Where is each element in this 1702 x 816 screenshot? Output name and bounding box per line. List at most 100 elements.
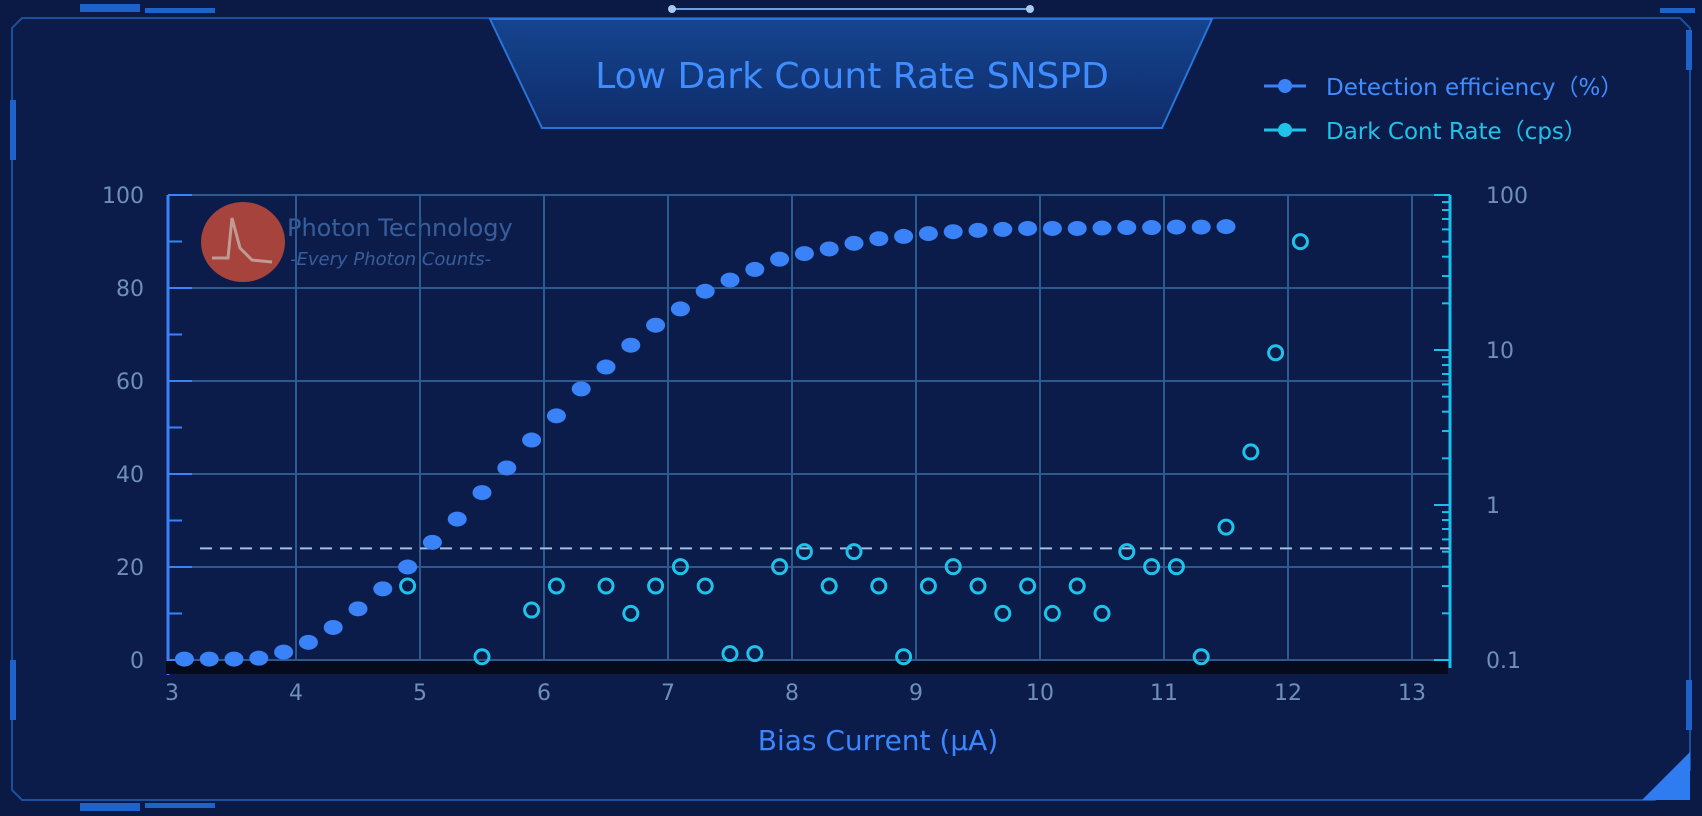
dark-count-point [696,577,714,595]
dark-count-point [473,648,491,666]
series-detection-efficiency [174,219,1236,667]
top-bar-dot-right [1026,5,1034,13]
legend-item-efficiency[interactable]: Detection efficiency（%） [1264,75,1623,101]
dark-count-point [969,577,987,595]
legend: Detection efficiency（%） Dark Cont Rate（c… [1264,75,1623,145]
legend-item-dark-count[interactable]: Dark Cont Rate（cps） [1264,119,1587,145]
x-axis-bar [166,661,1448,674]
efficiency-point [348,601,368,617]
dark-count-point [721,645,739,663]
dark-count-point [795,543,813,561]
dark-count-point [994,604,1012,622]
efficiency-point [894,228,914,244]
dark-count-point [1217,518,1235,536]
y-tick-label: 80 [116,277,144,302]
efficiency-point [1018,220,1038,236]
efficiency-point [670,301,690,317]
x-tick-label: 6 [537,681,551,706]
efficiency-point [546,408,566,424]
dark-count-point [1043,604,1061,622]
dark-count-point [771,558,789,576]
efficiency-point [422,534,442,550]
efficiency-point [1092,220,1112,236]
frame-accent-bottom-left [80,803,140,811]
dark-count-point [1242,443,1260,461]
efficiency-point [174,651,194,667]
legend-label-dark-count: Dark Cont Rate（cps） [1326,119,1587,145]
x-tick-label: 7 [661,681,675,706]
dark-count-point [1143,558,1161,576]
y-tick-label: 60 [116,370,144,395]
efficiency-point [274,644,294,660]
efficiency-point [720,272,740,288]
dark-count-point [1093,604,1111,622]
efficiency-point [447,511,467,527]
x-axis-label: Bias Current (μA) [758,724,999,757]
efficiency-point [621,337,641,353]
frame-accent-bottom-left-2 [145,803,215,808]
efficiency-point [1042,220,1062,236]
efficiency-point [224,651,244,667]
efficiency-point [770,251,790,267]
watermark-logo-pulse-icon [212,217,273,264]
efficiency-point [794,246,814,262]
dark-count-point [547,577,565,595]
efficiency-point [1216,219,1236,235]
efficiency-point [472,485,492,501]
x-tick-label: 11 [1150,681,1178,706]
x-tick-label: 9 [909,681,923,706]
dark-count-point [919,577,937,595]
efficiency-point [1117,220,1137,236]
efficiency-point [844,235,864,251]
y2-tick-label: 0.1 [1486,649,1521,674]
y-tick-label: 20 [116,556,144,581]
dark-count-point [622,604,640,622]
watermark-name: Photon Technology [287,214,513,242]
y-tick-label: 100 [102,184,144,209]
dark-count-point [746,645,764,663]
x-tick-label: 4 [289,681,303,706]
watermark-logo [201,202,285,282]
y2-tick-label: 100 [1486,184,1528,209]
efficiency-point [522,432,542,448]
efficiency-point [571,381,591,397]
dark-count-point [1019,577,1037,595]
legend-marker-efficiency [1278,79,1292,93]
efficiency-point [869,231,889,247]
dark-count-point [895,648,913,666]
dark-count-point [1267,344,1285,362]
frame-accent-top-left-2 [145,8,215,13]
frame-accent-top-right [1660,8,1695,13]
dark-count-point [1068,577,1086,595]
dark-count-point [671,558,689,576]
legend-marker-dark-count [1278,123,1292,137]
frame-corner-triangle [1642,752,1690,800]
chart-title: Low Dark Count Rate SNSPD [595,56,1109,97]
x-tick-label: 3 [165,681,179,706]
efficiency-point [497,460,517,476]
title-banner [488,18,1214,129]
efficiency-point [298,634,318,650]
x-tick-label: 8 [785,681,799,706]
frame-accent-left-top [10,100,16,160]
efficiency-point [249,650,269,666]
dark-count-point [647,577,665,595]
dark-count-point [845,543,863,561]
frame-accent-top-left [80,4,140,12]
efficiency-point [695,283,715,299]
x-tick-label: 13 [1398,681,1426,706]
y2-tick-label: 1 [1486,494,1500,519]
efficiency-point [596,359,616,375]
efficiency-point [646,317,666,333]
efficiency-point [1166,219,1186,235]
efficiency-point [373,581,393,597]
top-bar-dot-left [668,5,676,13]
dark-count-point [1167,558,1185,576]
dark-count-point [523,601,541,619]
efficiency-point [968,222,988,238]
y-tick-label: 40 [116,463,144,488]
watermark: Photon Technology -Every Photon Counts- [201,202,513,282]
frame-accent-right-top [1686,30,1692,70]
efficiency-point [323,619,343,635]
